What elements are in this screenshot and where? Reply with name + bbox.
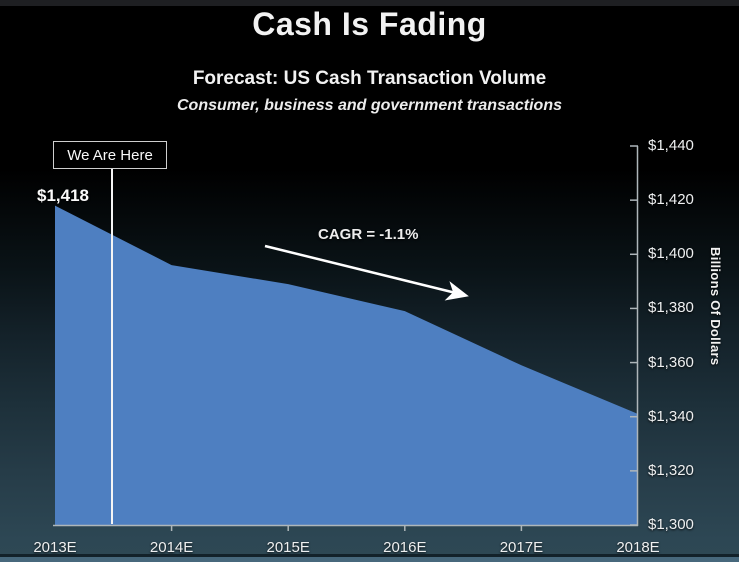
y-axis-tick-label: $1,340	[648, 407, 694, 425]
x-axis-label: 2015E	[266, 539, 310, 556]
start-value-label: $1,418	[37, 186, 89, 205]
y-axis-tick-label: $1,360	[648, 353, 694, 371]
top-strip	[0, 0, 739, 6]
area-series	[55, 205, 638, 525]
y-axis-tick-label: $1,320	[648, 461, 694, 479]
we-are-here-label: We Are Here	[67, 146, 153, 164]
x-axis-label: 2017E	[499, 539, 544, 556]
cagr-label: CAGR = -1.1%	[318, 226, 419, 243]
y-axis-title: Billions Of Dollars	[708, 247, 723, 366]
slide-title: Cash Is Fading	[252, 6, 487, 42]
bottom-divider	[0, 554, 739, 557]
y-axis-tick-label: $1,380	[648, 299, 694, 317]
cagr-arrow	[264, 244, 469, 301]
x-axis-label: 2016E	[383, 539, 427, 556]
bottom-bar	[0, 557, 739, 562]
chart-subtitle: Consumer, business and government transa…	[177, 97, 562, 114]
y-axis-tick-label: $1,400	[648, 245, 694, 263]
y-axis-tick-label: $1,300	[648, 516, 694, 533]
chart-title: Forecast: US Cash Transaction Volume	[192, 68, 547, 89]
x-axis-label: 2018E	[616, 539, 660, 556]
x-axis-label: 2014E	[149, 539, 194, 556]
we-are-here-callout: We Are Here	[53, 141, 167, 169]
y-axis-tick-label: $1,440	[648, 137, 694, 154]
x-axis-label: 2013E	[33, 539, 77, 556]
y-axis-tick-label: $1,420	[648, 191, 694, 209]
